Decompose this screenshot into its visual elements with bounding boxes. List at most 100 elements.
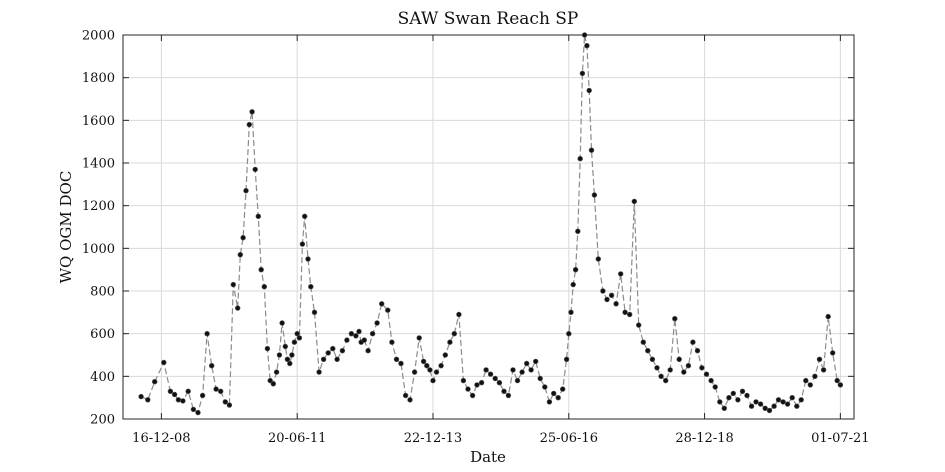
data-point [469, 392, 476, 399]
data-point [640, 339, 646, 345]
data-point [334, 356, 340, 362]
data-point [209, 363, 215, 369]
data-point [708, 377, 714, 384]
data-point [735, 397, 741, 403]
data-point [568, 309, 574, 315]
data-point [588, 147, 595, 153]
data-point [308, 284, 314, 290]
data-point [514, 377, 521, 384]
data-point [570, 281, 576, 288]
data-point [369, 331, 376, 337]
data-point [296, 335, 303, 341]
data-point [255, 213, 261, 220]
data-point [190, 406, 197, 413]
x-tick-label: 22-12-13 [404, 431, 462, 446]
data-point [537, 375, 543, 382]
data-point [579, 70, 586, 77]
data-point [433, 369, 440, 375]
data-point [393, 356, 400, 362]
data-point [249, 109, 255, 115]
data-point [175, 397, 182, 403]
x-tick-label: 25-06-16 [540, 431, 598, 446]
data-point [613, 301, 619, 307]
data-point [626, 311, 633, 318]
data-point [374, 320, 380, 326]
data-point [505, 392, 512, 399]
data-point [496, 380, 503, 386]
data-point [316, 369, 322, 375]
data-point [577, 156, 583, 162]
data-point [604, 296, 610, 303]
data-point [555, 395, 561, 401]
data-point [356, 328, 362, 335]
data-point [456, 311, 462, 318]
data-point [185, 388, 191, 394]
data-point [658, 373, 664, 379]
data-point [389, 339, 395, 345]
data-point [167, 388, 174, 394]
data-point [775, 397, 782, 403]
data-point [442, 352, 448, 358]
data-point [465, 386, 471, 392]
data-point [411, 369, 418, 375]
data-point [581, 32, 588, 38]
data-point [291, 339, 298, 345]
data-point [451, 331, 457, 337]
y-tick-label: 2000 [82, 29, 115, 44]
data-point [586, 87, 592, 94]
series-line [140, 34, 841, 414]
x-tick-label: 20-06-11 [268, 431, 326, 446]
data-point [180, 398, 186, 404]
data-point [645, 348, 651, 354]
y-tick-label: 1200 [82, 199, 115, 214]
data-point [402, 392, 409, 399]
chart-title: SAW Swan Reach SP [398, 9, 579, 29]
data-point [622, 309, 628, 315]
data-point [595, 256, 601, 262]
data-point [600, 288, 606, 294]
data-point [385, 307, 391, 313]
x-tick-labels: 16-12-08 20-06-11 22-12-13 25-06-16 28-12-18… [132, 431, 869, 446]
data-point [353, 333, 359, 339]
data-point [474, 382, 480, 388]
data-point [649, 356, 656, 362]
plot-area-frame [122, 34, 855, 420]
y-tick-label: 200 [90, 413, 115, 428]
data-point [528, 367, 534, 373]
data-point [379, 301, 385, 307]
data-point [712, 384, 718, 390]
data-point [681, 369, 687, 375]
data-point [344, 337, 350, 343]
data-point [427, 367, 433, 373]
data-point [837, 382, 844, 388]
data-point [204, 331, 210, 337]
data-point [171, 391, 178, 398]
data-point [608, 292, 615, 298]
y-tick-label: 1000 [82, 242, 115, 257]
data-point [447, 339, 453, 345]
data-point [780, 399, 786, 405]
data-point [766, 407, 773, 414]
data-point [246, 121, 253, 128]
data-point [478, 380, 485, 386]
data-point [299, 241, 306, 247]
data-point [273, 369, 280, 375]
data-point [222, 399, 229, 405]
data-point [398, 360, 404, 367]
data-point [591, 192, 598, 198]
data-point [753, 399, 759, 405]
data-point [807, 382, 813, 388]
data-point [235, 305, 241, 311]
data-point [258, 267, 264, 273]
data-point [365, 348, 371, 354]
data-point [726, 395, 732, 401]
data-point [213, 386, 219, 392]
data-point [672, 316, 678, 322]
data-point [550, 390, 557, 397]
data-point [407, 397, 413, 403]
data-point [744, 392, 750, 399]
data-point [287, 360, 293, 367]
x-tick-label: 01-07-21 [811, 431, 869, 446]
data-point [311, 309, 318, 315]
